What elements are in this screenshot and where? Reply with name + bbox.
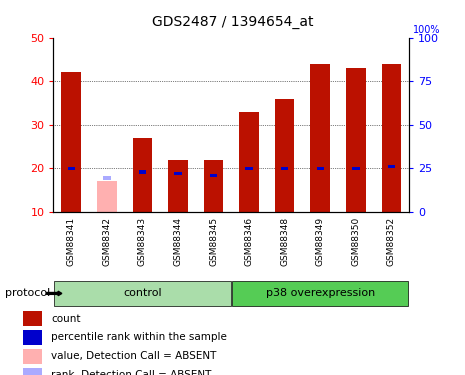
Text: GSM88343: GSM88343 [138,217,147,266]
Bar [275,99,294,212]
Text: GSM88349: GSM88349 [316,217,325,266]
Bar [168,160,188,212]
Bar [346,68,365,212]
Bar [239,112,259,212]
Text: GSM88341: GSM88341 [67,217,76,266]
Bar [133,138,152,212]
Text: control: control [123,288,162,298]
Bar [281,166,288,170]
Text: GSM88342: GSM88342 [102,217,111,266]
Text: GSM88345: GSM88345 [209,217,218,266]
Bar [382,64,401,212]
Text: GSM88344: GSM88344 [173,217,182,266]
Text: value, Detection Call = ABSENT: value, Detection Call = ABSENT [51,351,217,361]
Text: GSM88346: GSM88346 [245,217,253,266]
Text: GSM88352: GSM88352 [387,217,396,266]
FancyBboxPatch shape [54,281,231,306]
Bar [317,166,324,170]
Text: 100%: 100% [413,25,441,35]
Bar [388,165,395,168]
Text: GSM88350: GSM88350 [352,217,360,266]
Bar [103,176,111,180]
Text: percentile rank within the sample: percentile rank within the sample [51,333,227,342]
Bar [204,160,223,212]
Bar [23,330,42,345]
Text: p38 overexpression: p38 overexpression [266,288,375,298]
Bar [139,170,146,174]
Text: GSM88348: GSM88348 [280,217,289,266]
Bar [210,174,217,177]
Bar [23,349,42,364]
Bar [174,172,182,175]
Bar [311,64,330,212]
Text: GDS2487 / 1394654_at: GDS2487 / 1394654_at [152,15,313,29]
Bar [246,166,253,170]
Text: count: count [51,314,80,324]
FancyBboxPatch shape [232,281,408,306]
Bar [97,182,117,212]
Bar [61,72,81,212]
Bar [352,166,359,170]
Bar [67,166,75,170]
Bar [23,368,42,375]
Text: rank, Detection Call = ABSENT: rank, Detection Call = ABSENT [51,370,212,375]
Bar [23,311,42,326]
Text: protocol: protocol [5,288,50,298]
